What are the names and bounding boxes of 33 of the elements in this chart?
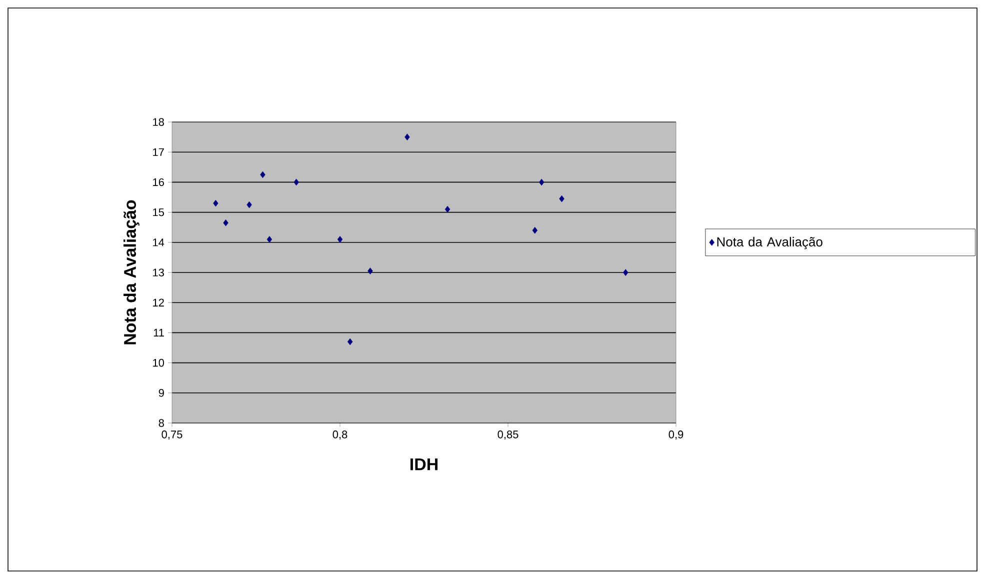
y-tick-label: 17 [153, 148, 164, 156]
point [260, 171, 266, 178]
y-tick-label: 14 [153, 238, 164, 246]
point [368, 268, 373, 274]
point [623, 269, 628, 276]
point [246, 201, 252, 208]
point [559, 195, 564, 202]
y-tick-label: 8 [158, 419, 164, 427]
y-tick-label: 10 [153, 358, 164, 367]
x-tick-label: 0,9 [668, 430, 684, 440]
x-tick-label: 0,75 [162, 430, 182, 440]
y-tick-label: 9 [158, 389, 164, 397]
y-tick-label: 13 [153, 268, 164, 276]
point [539, 178, 544, 186]
y-tick-label: 12 [153, 298, 164, 306]
point [223, 219, 228, 226]
point [532, 226, 538, 234]
y-tick-label: 15 [153, 208, 164, 216]
point [213, 200, 218, 207]
point [266, 236, 272, 243]
x-tick-label: 0,8 [332, 430, 348, 440]
y-axis-title: Nota da Avaliação [124, 200, 140, 344]
point [444, 206, 450, 213]
point [347, 338, 353, 346]
y-tick-label: 18 [153, 118, 164, 126]
x-axis-title: IDH [410, 458, 438, 470]
point [337, 236, 343, 243]
x-tick-label: 0,85 [498, 430, 518, 440]
legend-label: Nota da Avaliação [717, 236, 822, 250]
y-tick-label: 11 [154, 328, 164, 336]
point [404, 134, 410, 140]
y-tick-label: 16 [153, 178, 164, 186]
point [294, 178, 299, 186]
